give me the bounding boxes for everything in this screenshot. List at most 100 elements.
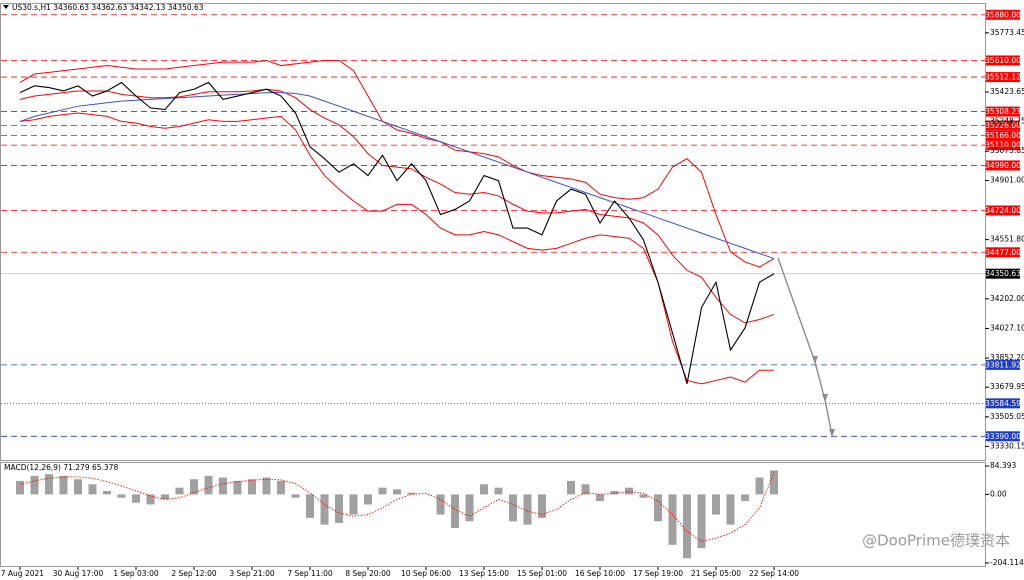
level-label: 34724.00 [985, 206, 1021, 215]
y-tick-label: 84.393 [990, 461, 1016, 470]
level-label: 35880.00 [985, 10, 1021, 19]
level-label: 34477.00 [985, 248, 1021, 257]
macd-bar [117, 494, 126, 498]
symbol-header: US30.s,H1 34360.63 34362.63 34342.13 343… [12, 3, 204, 12]
x-tick-label: 17 Sep 19:00 [633, 569, 683, 578]
macd-bar [625, 487, 633, 495]
level-label: 33811.92 [985, 360, 1021, 369]
y-tick-label: 35248.75 [990, 117, 1024, 126]
macd-bar [16, 480, 24, 495]
arrow-heads [812, 356, 835, 437]
y-tick-label: 35423.65 [990, 87, 1024, 96]
x-tick-label: 16 Sep 10:00 [575, 569, 625, 578]
indicator-line [19, 112, 774, 385]
macd-bar [262, 477, 271, 495]
macd-bar [538, 494, 546, 518]
level-label: 35166.00 [985, 131, 1021, 140]
macd-bar [436, 494, 445, 515]
x-tick-label: 2 Sep 12:00 [171, 569, 217, 578]
y-tick-label: 34901.00 [990, 176, 1024, 185]
x-tick-label: 1 Sep 03:00 [113, 569, 159, 578]
macd-bar [581, 484, 590, 495]
macd-bar [74, 479, 82, 495]
macd-title: MACD(12,26,9) 71.279 65.378 [4, 463, 118, 472]
x-tick-label: 3 Sep 21:00 [229, 569, 275, 578]
macd-bar [741, 494, 749, 502]
macd-bar [393, 489, 401, 495]
level-label-box [986, 72, 1020, 83]
chart-layers: 35880.00 35610.00 35512.12 35308.23 35226.00… [0, 9, 1024, 578]
level-label-box [986, 9, 1020, 20]
indicator-line [19, 92, 775, 260]
projection-arrow [777, 257, 833, 436]
macd-bar [190, 479, 198, 495]
macd-bar [233, 480, 242, 495]
macd-bar [30, 475, 39, 495]
level-label-box [986, 359, 1020, 370]
macd-bar [610, 491, 619, 495]
macd-bar [364, 494, 372, 505]
level-label: 35110.00 [985, 141, 1021, 150]
y-tick-label: 33505.05 [990, 412, 1024, 421]
menu-triangle [3, 5, 9, 9]
y-tick-label: 35773.45 [990, 28, 1024, 37]
level-label-box [986, 140, 1020, 151]
y-tick-label: 34551.80 [990, 235, 1024, 244]
macd-bar [103, 491, 111, 495]
x-tick-label: 7 Sep 11:00 [287, 569, 333, 578]
macd-bar [770, 470, 778, 495]
macd-bar [465, 494, 474, 522]
macd-bar [451, 494, 459, 528]
level-label-box [986, 268, 1020, 279]
macd-bar [349, 494, 358, 515]
macd-bar [509, 494, 517, 522]
macd-bar [567, 480, 575, 495]
macd-bar [45, 474, 53, 495]
y-tick-label: 0.00 [990, 489, 1007, 498]
level-label-box [986, 160, 1020, 171]
level-label: 35610.00 [985, 56, 1021, 65]
level-label: 33584.59 [985, 399, 1021, 408]
level-label: 35308.23 [985, 107, 1021, 116]
x-tick-label: 13 Sep 15:00 [459, 569, 509, 578]
macd-panel [0, 462, 986, 567]
macd-bar [161, 494, 169, 500]
macd-bar [494, 487, 503, 495]
macd-bar [407, 492, 416, 495]
macd-bar [88, 484, 97, 495]
level-label-box [986, 106, 1020, 117]
signal-line [19, 472, 775, 542]
y-tick-label: -204.114 [990, 558, 1024, 567]
macd-bar [596, 494, 604, 502]
macd-bar [219, 477, 227, 495]
x-tick-label: 8 Sep 20:00 [345, 569, 391, 578]
macd-bar [697, 494, 706, 549]
main-panel [0, 3, 986, 461]
macd-bar [320, 494, 329, 525]
x-tick-label: 10 Sep 06:00 [401, 569, 451, 578]
price-line [19, 81, 775, 384]
y-tick-label: 35073.85 [990, 146, 1024, 155]
level-label-box [986, 205, 1020, 216]
macd-bar [378, 487, 387, 495]
macd-bar [146, 494, 155, 505]
x-tick-label: 21 Sep 05:00 [691, 569, 741, 578]
macd-bar [654, 494, 662, 522]
macd-bar [335, 494, 343, 523]
level-label-box [986, 247, 1020, 258]
y-tick-label: 34202.00 [990, 294, 1024, 303]
macd-bar [755, 477, 764, 495]
level-label: 35226.00 [985, 121, 1021, 130]
macd-bar [132, 494, 140, 503]
y-tick-label: 33679.95 [990, 382, 1024, 391]
x-tick-label: 15 Sep 01:00 [517, 569, 567, 578]
macd-bar [712, 494, 720, 515]
macd-bar [306, 494, 314, 518]
macd-bar [204, 475, 213, 495]
level-label: 35512.12 [985, 73, 1021, 82]
y-tick-label: 34027.10 [990, 323, 1024, 332]
x-tick-label: 30 Aug 17:00 [53, 569, 104, 578]
y-tick-label: 33852.20 [990, 353, 1024, 362]
